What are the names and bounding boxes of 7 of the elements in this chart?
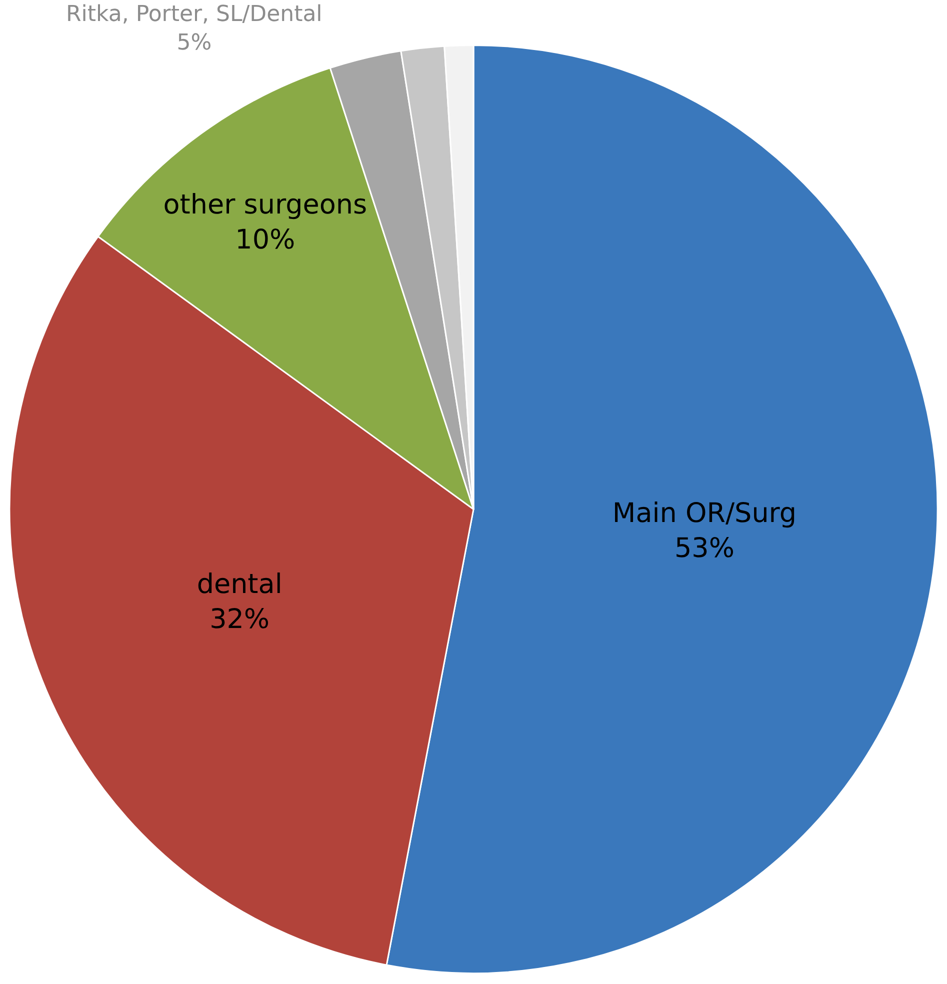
data-label: 32% [210, 604, 270, 635]
data-label: 10% [235, 224, 296, 256]
slice-label: Main OR/Surg [612, 498, 797, 530]
slice-label: other surgeons [163, 189, 368, 220]
text: Ritka, Porter, SL/Dental 5% [66, 2, 322, 56]
data-label: 53% [674, 533, 734, 564]
slice-label: dental [196, 568, 282, 600]
